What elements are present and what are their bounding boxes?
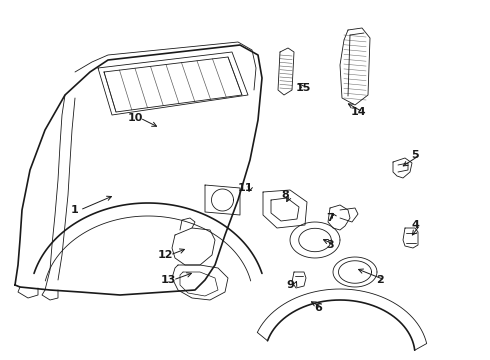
Text: 7: 7 (326, 213, 334, 223)
Text: 1: 1 (71, 205, 79, 215)
Text: 5: 5 (411, 150, 419, 160)
Text: 14: 14 (350, 107, 366, 117)
Text: 3: 3 (326, 240, 334, 250)
Text: 2: 2 (376, 275, 384, 285)
Text: 10: 10 (127, 113, 143, 123)
Text: 12: 12 (157, 250, 173, 260)
Text: 6: 6 (314, 303, 322, 313)
Text: 13: 13 (160, 275, 176, 285)
Text: 9: 9 (286, 280, 294, 290)
Text: 8: 8 (281, 190, 289, 200)
Text: 15: 15 (295, 83, 311, 93)
Text: 11: 11 (237, 183, 253, 193)
Text: 4: 4 (411, 220, 419, 230)
